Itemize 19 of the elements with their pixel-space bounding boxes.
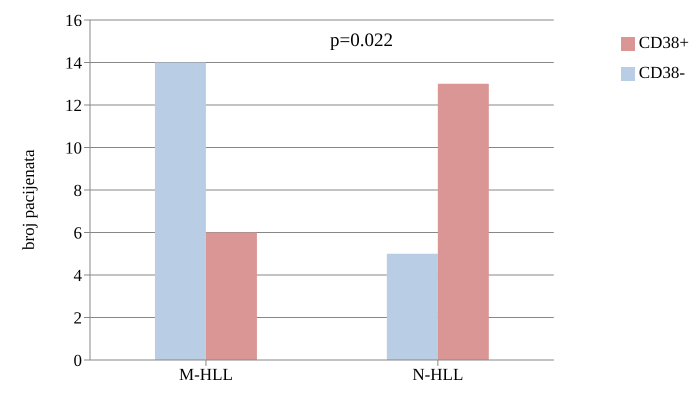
y-tick-label: 4 bbox=[74, 266, 82, 286]
y-tick-label: 0 bbox=[74, 351, 82, 370]
bar bbox=[386, 254, 438, 360]
y-tick-label: 16 bbox=[65, 11, 82, 30]
legend-label: CD38- bbox=[638, 63, 686, 82]
y-tick-label: 14 bbox=[65, 54, 82, 73]
bar bbox=[438, 84, 489, 360]
x-tick-label: M-HLL bbox=[179, 365, 233, 384]
y-tick-label: 10 bbox=[65, 138, 82, 158]
bar bbox=[206, 232, 257, 360]
y-tick-label: 6 bbox=[74, 224, 82, 243]
annotation: p=0.022 bbox=[330, 30, 393, 52]
y-tick-label: 12 bbox=[65, 96, 82, 116]
legend-label: CD38+ bbox=[638, 33, 689, 52]
y-axis-title: broj pacijenata bbox=[19, 149, 38, 250]
y-tick-label: 8 bbox=[74, 181, 82, 200]
bar bbox=[154, 62, 206, 360]
x-tick-label: N-HLL bbox=[412, 365, 464, 384]
y-tick-label: 2 bbox=[74, 308, 82, 328]
